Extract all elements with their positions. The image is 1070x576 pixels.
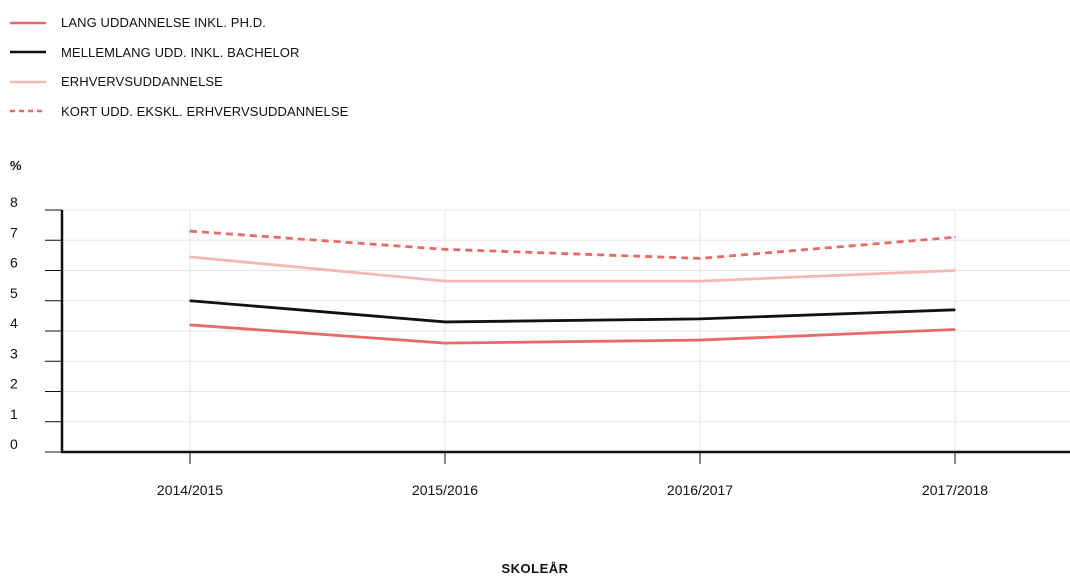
series-line	[189, 323, 956, 345]
data-point	[444, 248, 446, 251]
data-point	[444, 321, 446, 323]
legend-item: KORT UDD. EKSKL. ERHVERVSUDDANNELSE	[10, 97, 348, 127]
y-axis-unit: %	[10, 158, 22, 173]
x-tick-label: 2014/2015	[157, 482, 223, 498]
legend-label: LANG UDDANNELSE INKL. PH.D.	[61, 15, 266, 31]
data-point	[189, 256, 191, 258]
legend-swatch	[10, 80, 46, 83]
y-tick-label: 6	[10, 255, 18, 271]
x-tick-label: 2017/2018	[922, 482, 988, 498]
series-line	[189, 255, 956, 283]
y-tick-label: 8	[10, 194, 18, 210]
data-point	[189, 324, 191, 326]
data-point	[954, 236, 956, 239]
data-point	[699, 280, 701, 282]
data-point	[699, 339, 701, 341]
y-tick-label: 4	[10, 315, 18, 331]
series-line	[189, 229, 956, 260]
series-line	[189, 299, 956, 324]
data-point	[699, 257, 701, 260]
y-tick-label: 1	[10, 406, 18, 422]
legend-swatch	[10, 51, 46, 54]
legend-label: KORT UDD. EKSKL. ERHVERVSUDDANNELSE	[61, 103, 349, 119]
data-point	[189, 299, 191, 302]
data-point	[954, 309, 956, 311]
y-tick-label: 2	[10, 376, 18, 392]
legend-label: ERHVERVSUDDANNELSE	[61, 74, 223, 90]
x-tick-label: 2015/2016	[412, 482, 478, 498]
legend-label: MELLEMLANG UDD. INKL. BACHELOR	[61, 44, 300, 60]
x-axis-ticks: 2014/2015 2015/2016 2016/2017 2017/2018	[157, 452, 988, 498]
data-point	[954, 269, 956, 272]
data-point	[699, 318, 701, 320]
x-tick-label: 2016/2017	[667, 482, 733, 498]
legend-swatch	[10, 110, 46, 113]
series-lines	[189, 229, 956, 345]
y-tick-label: 7	[10, 224, 18, 240]
legend-item: MELLEMLANG UDD. INKL. BACHELOR	[10, 38, 348, 68]
legend-item: ERHVERVSUDDANNELSE	[10, 67, 348, 97]
data-point	[189, 230, 191, 232]
data-point	[444, 280, 446, 282]
axes	[60, 210, 1070, 454]
legend-item: LANG UDDANNELSE INKL. PH.D.	[10, 8, 348, 38]
data-point	[444, 342, 446, 344]
y-axis-ticks: 0 1 2 3 4 5 6 7 8	[10, 194, 62, 453]
y-tick-label: 5	[10, 285, 18, 301]
y-tick-label: 3	[10, 345, 18, 361]
x-axis-title: SKOLEÅR	[501, 561, 568, 576]
y-tick-label: 0	[10, 436, 18, 452]
chart-legend: LANG UDDANNELSE INKL. PH.D. MELLEMLANG UD…	[10, 8, 348, 126]
data-point	[954, 328, 956, 331]
legend-swatch	[10, 21, 46, 24]
grid-lines	[62, 209, 1070, 452]
